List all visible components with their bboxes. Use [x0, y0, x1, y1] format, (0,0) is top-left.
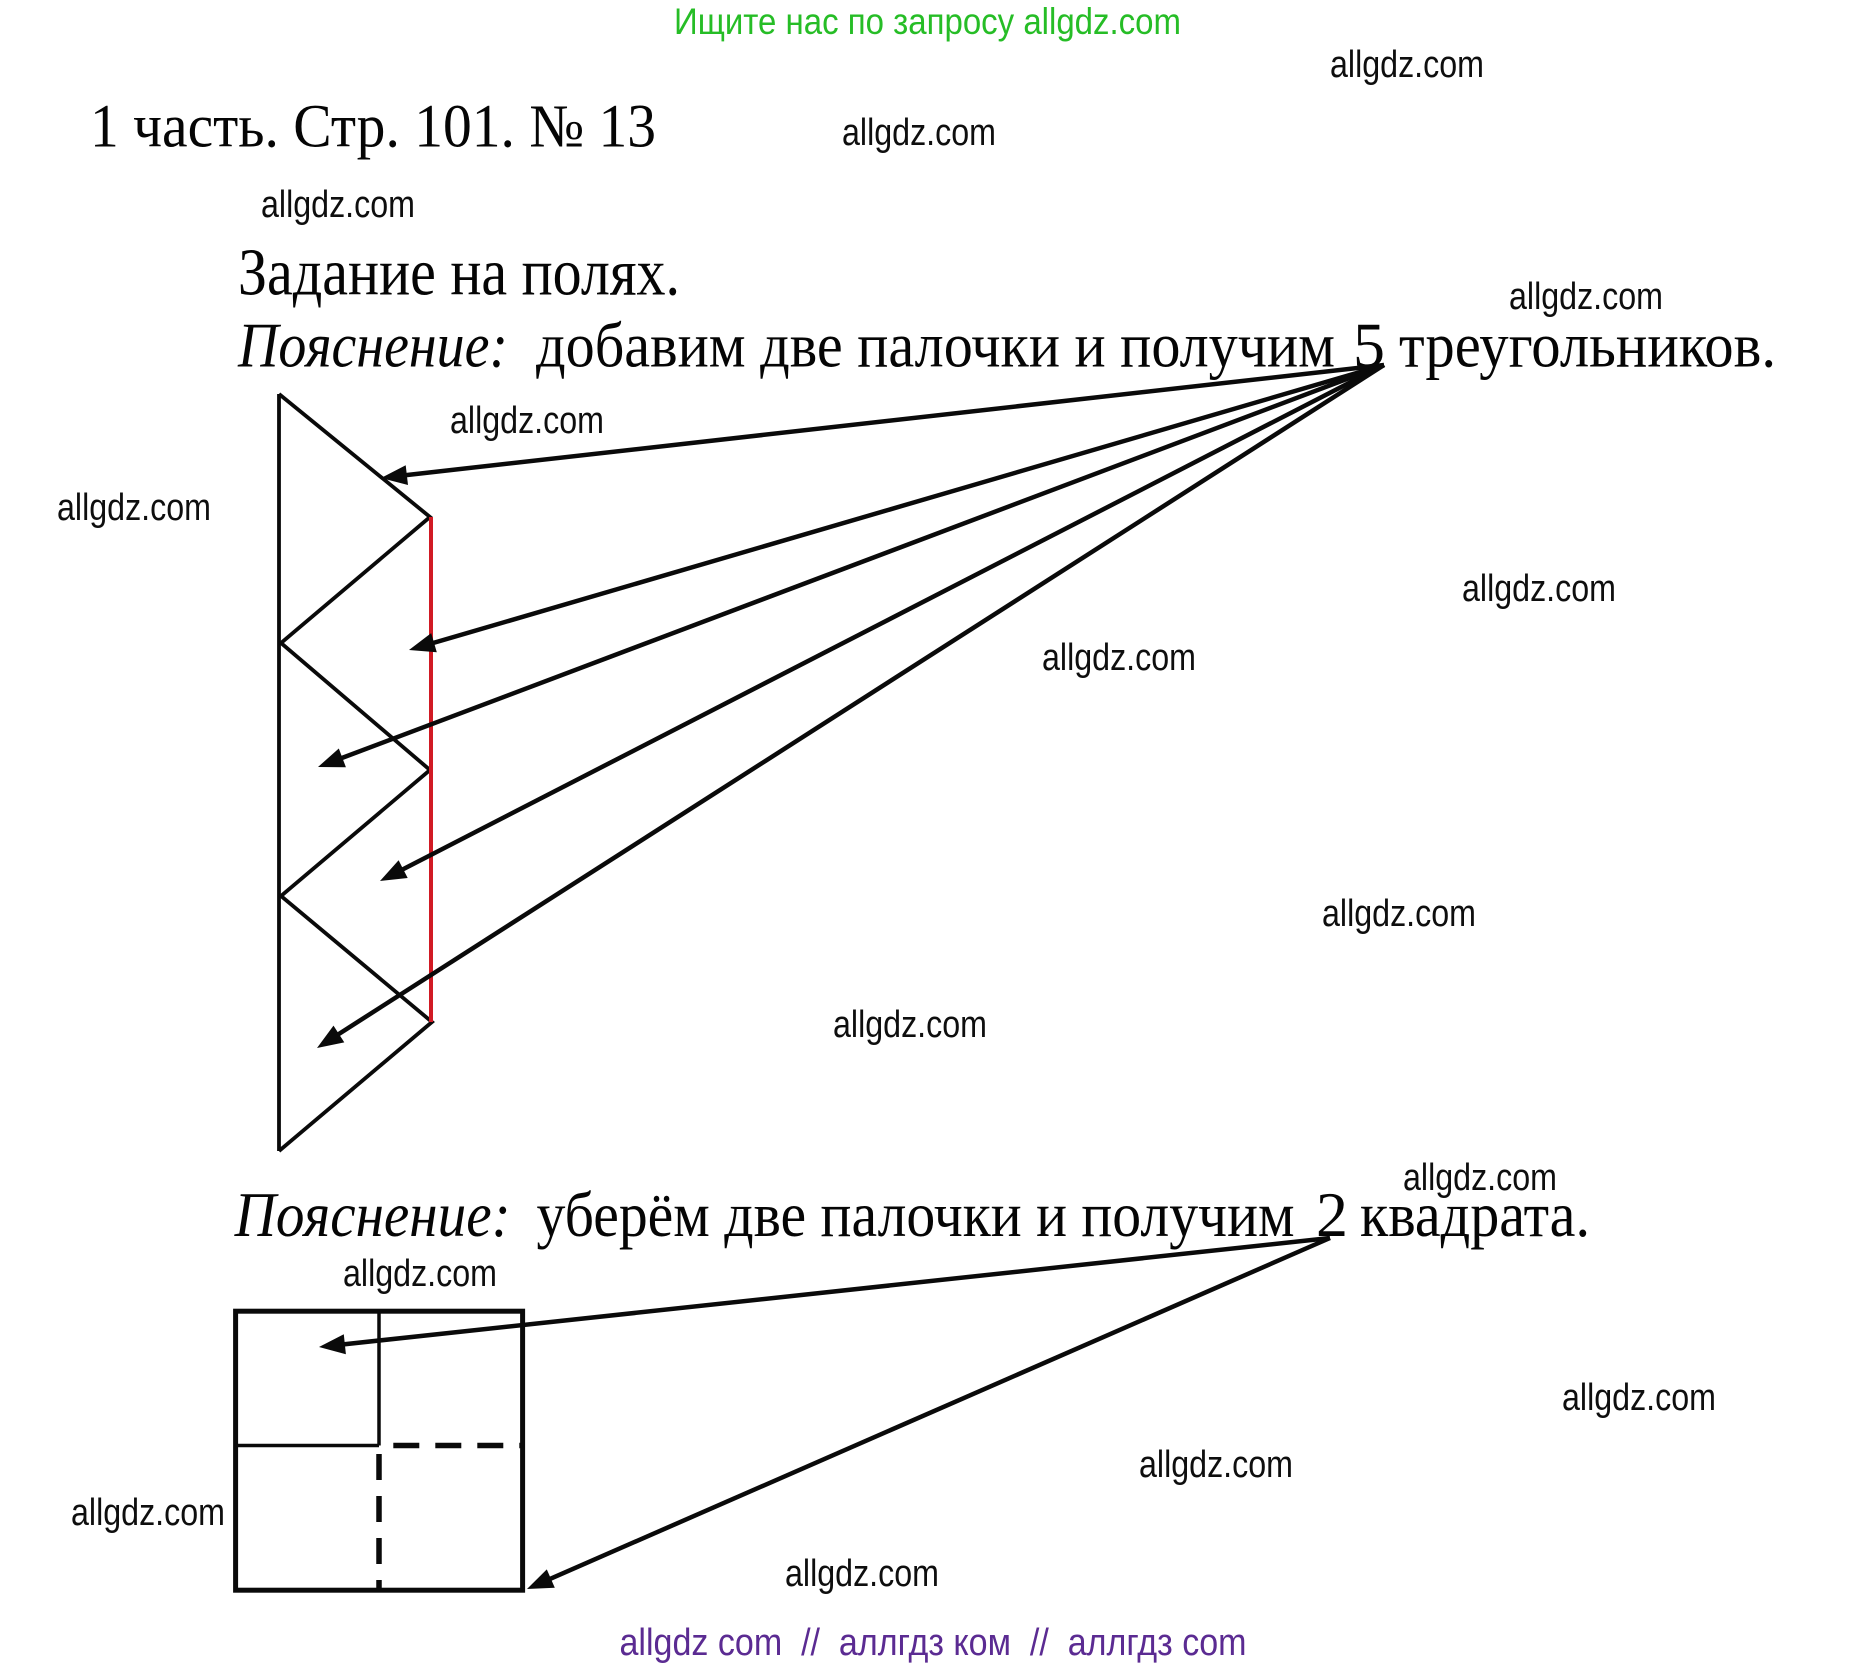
svg-text:1 часть. Стр. 101. № 13: 1 часть. Стр. 101. № 13 [90, 94, 656, 161]
svg-text:треугольников.: треугольников. [1399, 310, 1776, 380]
svg-text:allgdz.com: allgdz.com [785, 1553, 939, 1595]
svg-text:добавим две палочки и получим: добавим две палочки и получим [536, 310, 1335, 380]
svg-text:allgdz.com: allgdz.com [1462, 568, 1616, 610]
svg-text:allgdz com // аллгдз ком //: allgdz com // аллгдз ком // аллгдз com [620, 1622, 1247, 1664]
svg-text:квадрата.: квадрата. [1360, 1180, 1590, 1250]
svg-text:уберём две палочки и получим: уберём две палочки и получим [537, 1180, 1295, 1250]
svg-text:allgdz.com: allgdz.com [261, 184, 415, 226]
svg-text:allgdz.com: allgdz.com [833, 1004, 987, 1046]
svg-text:allgdz.com: allgdz.com [1042, 637, 1196, 679]
svg-text:allgdz.com: allgdz.com [1330, 44, 1484, 86]
svg-text:allgdz.com: allgdz.com [1509, 276, 1663, 318]
svg-text:Задание на полях.: Задание на полях. [238, 235, 680, 309]
svg-text:allgdz.com: allgdz.com [842, 112, 996, 154]
svg-text:allgdz.com: allgdz.com [343, 1253, 497, 1295]
svg-text:allgdz.com: allgdz.com [1139, 1444, 1293, 1486]
svg-text:allgdz.com: allgdz.com [1403, 1157, 1557, 1199]
svg-text:Пояснение:: Пояснение: [234, 1180, 511, 1250]
svg-text:Пояснение:: Пояснение: [237, 310, 508, 380]
svg-text:Ищите нас по запросу allgdz.co: Ищите нас по запросу allgdz.com [674, 0, 1181, 42]
svg-text:allgdz.com: allgdz.com [71, 1492, 225, 1534]
svg-text:allgdz.com: allgdz.com [57, 487, 211, 529]
svg-text:allgdz.com: allgdz.com [1322, 893, 1476, 935]
svg-text:allgdz.com: allgdz.com [450, 400, 604, 442]
svg-text:allgdz.com: allgdz.com [1562, 1377, 1716, 1419]
